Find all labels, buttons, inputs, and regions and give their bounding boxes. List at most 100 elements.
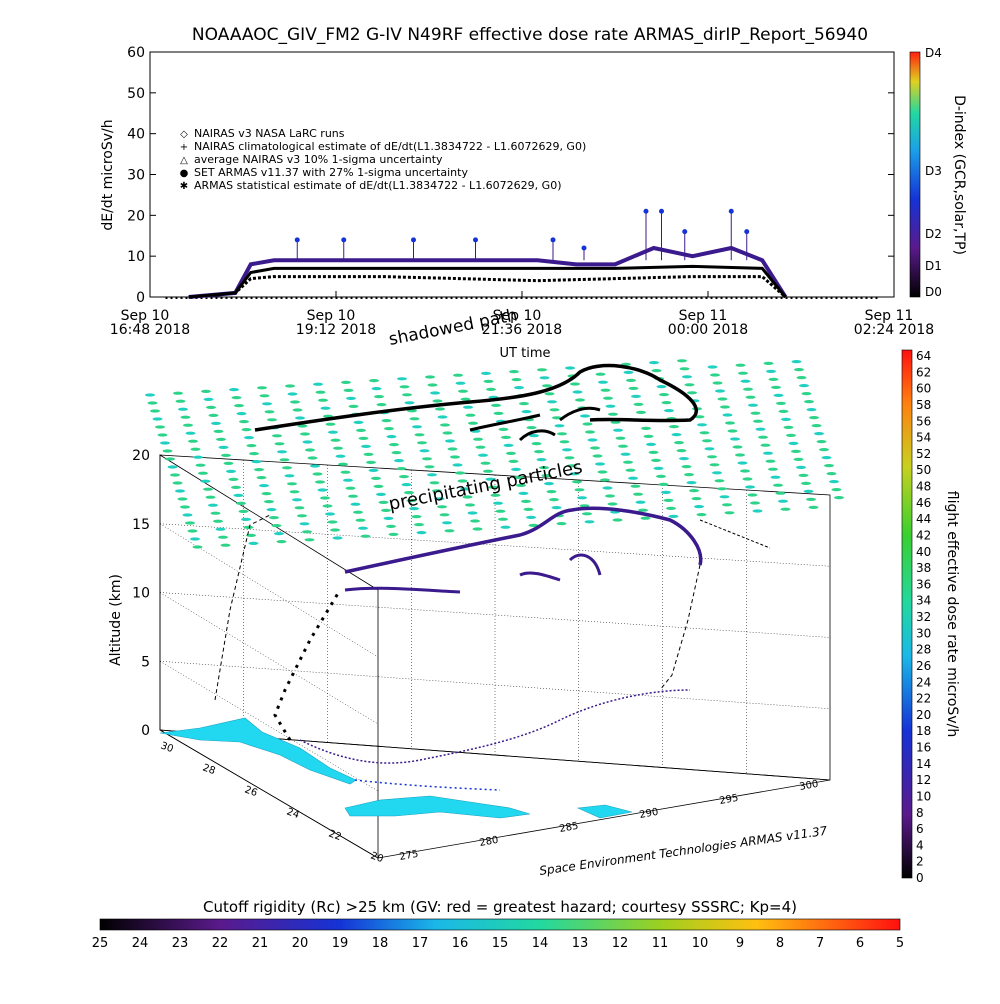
wind-arrow: [313, 382, 323, 386]
dindex-tick-label: D4: [925, 46, 942, 60]
wind-arrow: [299, 522, 310, 526]
wind-arrow: [625, 468, 636, 472]
wind-arrow: [346, 396, 356, 400]
wind-arrow: [458, 389, 468, 393]
top-y-tick-label: 60: [127, 45, 145, 61]
top-x-tick-label-time: 21:36 2018: [482, 322, 562, 338]
cutoff-rigidity-tick-label: 20: [292, 936, 309, 951]
dindex-tick-label: D0: [925, 285, 942, 299]
cutoff-rigidity-tick-label: 13: [572, 936, 589, 951]
wind-arrow: [229, 388, 239, 392]
grid-horizontal: [159, 661, 831, 709]
wind-arrow: [411, 515, 422, 519]
wind-arrow: [585, 430, 595, 434]
wind-arrow: [579, 504, 590, 508]
wind-arrow: [325, 512, 335, 516]
series-line-2: [188, 275, 787, 299]
wind-arrow: [676, 449, 687, 453]
wind-arrow: [541, 474, 552, 478]
wind-arrow: [656, 474, 666, 478]
annotation-shadowed-path: shadowed path: [387, 305, 519, 350]
wind-arrow: [605, 494, 615, 498]
wind-arrow: [794, 368, 804, 372]
wind-arrow: [481, 371, 491, 375]
wind-arrow: [243, 525, 254, 530]
dindex-tick-label: D2: [925, 227, 942, 241]
wind-arrow: [402, 393, 412, 397]
wind-arrow: [620, 452, 631, 456]
dose-rate-tick-label: 12: [916, 773, 931, 787]
wind-arrow: [401, 483, 412, 487]
dose-rate-tick-label: 0: [916, 871, 924, 885]
altitude-tick-label: 0: [141, 723, 150, 739]
wind-arrow: [521, 410, 532, 414]
wind-arrow: [193, 455, 203, 459]
wind-arrow: [355, 518, 366, 522]
wind-arrow: [442, 521, 452, 525]
longitude-tick-label: 290: [639, 807, 660, 821]
wind-arrow: [793, 457, 804, 461]
altitude-ticks: 0 5 10 15 20: [132, 448, 150, 739]
wind-arrow: [437, 415, 448, 419]
wind-arrow: [256, 476, 267, 480]
wind-arrow: [203, 397, 214, 401]
wind-arrow: [798, 473, 809, 477]
credit-label: Space Environment Technologies ARMAS v11…: [538, 824, 828, 878]
armas-spike-point: [411, 237, 416, 243]
wind-arrow: [343, 388, 354, 392]
dose-rate-tick-label: 42: [916, 528, 931, 542]
wind-arrow: [473, 437, 483, 441]
wind-arrow: [567, 464, 577, 468]
wind-arrow: [526, 515, 536, 520]
wind-arrow: [658, 482, 669, 486]
wind-arrow: [419, 449, 430, 453]
wind-arrow: [338, 462, 348, 466]
wind-arrow: [226, 469, 236, 473]
wind-arrow: [414, 433, 425, 437]
wind-arrow: [707, 455, 717, 459]
wind-arrow: [264, 410, 275, 414]
wind-arrow: [220, 543, 231, 547]
wind-arrow: [353, 420, 364, 424]
wind-arrow: [519, 402, 529, 406]
wind-arrow: [653, 466, 664, 470]
wind-arrow: [732, 445, 743, 449]
flight-3d-chart: shadowed path precipitating particles 05…: [108, 305, 960, 885]
top-y-tick-label: 40: [127, 127, 145, 143]
wind-arrow: [465, 503, 475, 507]
wind-arrow: [679, 457, 689, 461]
top-y-tick-label: 20: [127, 208, 145, 224]
wind-arrow: [646, 442, 656, 446]
wind-arrow: [679, 367, 690, 371]
wind-arrow: [803, 489, 814, 493]
wind-arrow: [460, 487, 470, 491]
wind-arrow: [651, 369, 662, 373]
wind-arrow: [437, 505, 447, 509]
wind-arrow: [691, 497, 702, 501]
wind-arrow: [648, 450, 659, 454]
top-x-axis-label: UT time: [500, 346, 551, 361]
wind-arrow: [661, 490, 671, 494]
cutoff-rigidity-tick-label: 25: [92, 936, 109, 951]
wind-arrow: [389, 443, 399, 447]
wind-arrow: [649, 361, 659, 365]
top-x-tick-label-day: Sep 10: [121, 308, 170, 324]
wind-arrow: [368, 468, 379, 472]
wind-arrow: [259, 484, 269, 488]
wind-arrow: [427, 473, 437, 477]
wind-arrow: [315, 480, 325, 484]
top-y-axis-label: dE/dt microSv/h: [100, 119, 116, 230]
wind-arrow: [748, 403, 758, 407]
wind-arrow: [160, 441, 170, 445]
wind-arrow: [198, 471, 208, 475]
dose-rate-tick-label: 4: [916, 838, 924, 852]
wind-arrow: [666, 506, 676, 510]
wind-arrow: [391, 451, 402, 455]
wind-arrow: [205, 495, 216, 499]
wind-arrow: [626, 378, 636, 382]
wind-arrow: [472, 527, 483, 531]
wind-arrow: [778, 409, 789, 413]
wind-arrow: [783, 425, 794, 429]
dose-rate-colorbar-label: flight effective dose rate microSv/h: [944, 491, 960, 737]
wind-arrow: [424, 465, 435, 469]
